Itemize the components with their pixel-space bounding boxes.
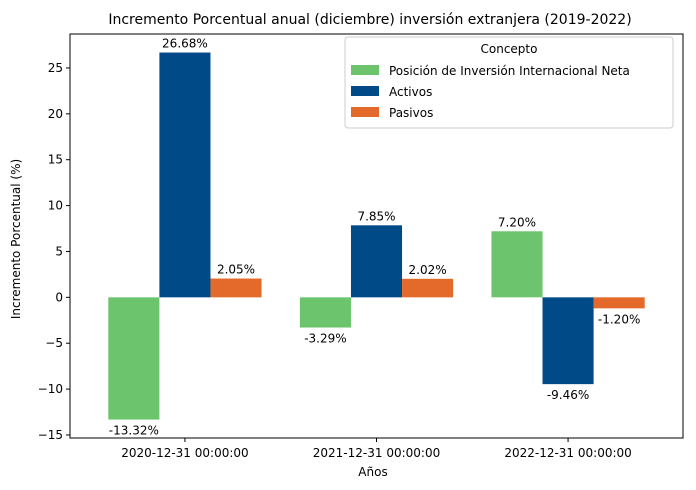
y-tick-label: 20: [48, 107, 63, 121]
x-tick-label: 2022-12-31 00:00:00: [504, 446, 631, 460]
plot-area: -13.32% -3.29% 7.20% 26.68% 7.85% -9.46% 2.05%…: [108, 37, 645, 438]
data-label: -13.32%: [109, 424, 159, 438]
legend-title: Concepto: [481, 42, 538, 56]
x-tick-label: 2021-12-31 00:00:00: [313, 446, 440, 460]
data-label: -9.46%: [547, 388, 589, 402]
y-tick-label: −5: [45, 336, 63, 350]
axes: −15 −10 −5 0 5 10 15 20 25 2020-12-31 00:00:00 202…: [38, 33, 684, 460]
y-tick-label: 25: [48, 61, 63, 75]
bar: [159, 52, 211, 298]
data-label: 2.02%: [409, 263, 447, 277]
y-tick-label: 5: [55, 244, 63, 258]
legend-item-label: Activos: [389, 85, 432, 99]
bar: [108, 297, 160, 420]
data-label: 7.20%: [498, 215, 536, 229]
data-label: 2.05%: [217, 263, 255, 277]
data-label: -3.29%: [304, 332, 346, 346]
legend-item-label: Pasivos: [389, 106, 433, 120]
bar: [542, 297, 594, 385]
y-tick-label: 10: [48, 199, 63, 213]
bar: [299, 297, 351, 328]
x-axis-label: Años: [358, 465, 387, 479]
data-label: 26.68%: [162, 37, 208, 51]
legend-frame: [344, 36, 674, 129]
legend: Concepto Posición de Inversión Internaci…: [344, 36, 674, 129]
y-tick-label: 0: [55, 290, 63, 304]
bar: [402, 278, 454, 298]
legend-swatch: [351, 86, 379, 96]
data-label: -1.20%: [598, 312, 640, 326]
bar: [210, 278, 262, 298]
data-label: 7.85%: [357, 209, 395, 223]
bar: [593, 297, 645, 309]
legend-swatch: [351, 65, 379, 75]
y-tick-label: 15: [48, 153, 63, 167]
y-tick-label: −10: [38, 382, 63, 396]
y-tick-label: −15: [38, 428, 63, 442]
x-tick-label: 2020-12-31 00:00:00: [121, 446, 248, 460]
legend-swatch: [351, 107, 379, 117]
chart-title: Incremento Porcentual anual (diciembre) …: [108, 12, 631, 28]
y-axis-label: Incremento Porcentual (%): [9, 159, 23, 319]
legend-item-label: Posición de Inversión Internacional Neta: [389, 64, 630, 78]
bar: [350, 225, 403, 298]
bar: [491, 231, 543, 298]
